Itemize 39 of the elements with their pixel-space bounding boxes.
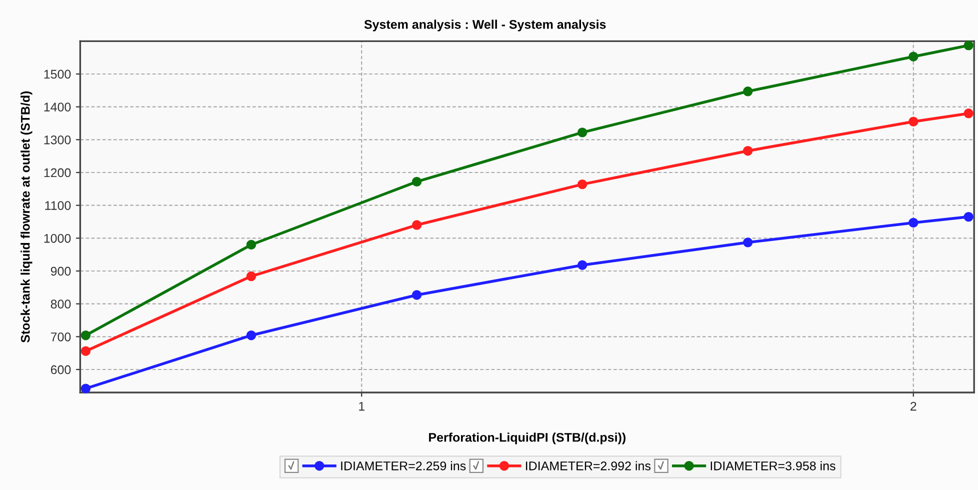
point bbox=[908, 218, 918, 228]
point bbox=[412, 176, 422, 187]
x-axis-title: Perforation-LiquidPI (STB/(d.psi)) bbox=[429, 432, 626, 444]
y-tick-label: 900 bbox=[50, 266, 71, 276]
y-tick-label: 1200 bbox=[44, 168, 71, 178]
point bbox=[742, 238, 753, 248]
point bbox=[80, 384, 91, 394]
point bbox=[412, 290, 422, 300]
point bbox=[412, 220, 422, 230]
point bbox=[577, 128, 588, 138]
chart-title: System analysis : Well - System analysis bbox=[364, 20, 606, 32]
point bbox=[964, 212, 974, 222]
point bbox=[908, 116, 918, 126]
y-tick-label: 1500 bbox=[44, 70, 71, 79]
point bbox=[908, 52, 918, 62]
y-tick-label: 800 bbox=[50, 300, 71, 308]
point bbox=[577, 179, 588, 190]
point bbox=[964, 108, 974, 118]
x-tick-label: 2 bbox=[910, 402, 916, 411]
point bbox=[246, 271, 256, 282]
legend-label: IDIAMETER=3.958 ins bbox=[710, 461, 836, 470]
y-tick-label: 1100 bbox=[45, 201, 71, 210]
point bbox=[246, 330, 256, 340]
y-tick-label: 1400 bbox=[44, 102, 71, 112]
y-tick-label: 600 bbox=[50, 365, 71, 374]
y-tick-label: 1000 bbox=[44, 234, 71, 243]
legend-label: IDIAMETER=2.259 ins bbox=[341, 461, 466, 470]
point bbox=[80, 330, 91, 340]
y-axis-title: Stock-tank liquid flowrate at outlet (STB/d) bbox=[20, 91, 32, 342]
point bbox=[577, 260, 588, 270]
point bbox=[964, 40, 974, 50]
y-tick-label: 1300 bbox=[44, 135, 71, 144]
point bbox=[246, 240, 256, 250]
legend-label: IDIAMETER=2.992 ins bbox=[526, 461, 650, 470]
point bbox=[742, 86, 753, 96]
y-tick-label: 700 bbox=[50, 332, 71, 342]
point bbox=[80, 346, 91, 356]
point bbox=[742, 146, 753, 156]
x-tick-label: 1 bbox=[359, 402, 364, 411]
